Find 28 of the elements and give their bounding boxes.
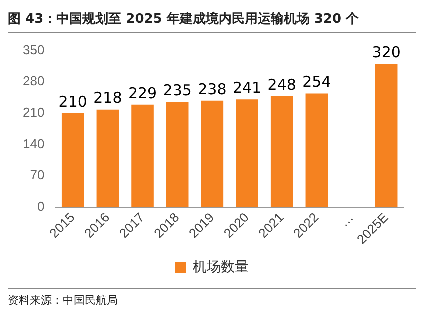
- bar: [236, 100, 258, 208]
- x-tick-label: …: [336, 210, 356, 230]
- data-label: 320: [372, 44, 401, 62]
- data-label: 229: [128, 84, 158, 102]
- data-label: 254: [302, 73, 332, 92]
- text: 资料来源：中国民航局: [8, 293, 118, 308]
- data-label: 238: [198, 80, 227, 98]
- legend-label: 机场数量: [193, 260, 249, 276]
- bar: [270, 96, 294, 208]
- bar: [132, 104, 154, 208]
- y-tick-label: 70: [30, 168, 45, 183]
- data-label: 235: [163, 82, 192, 100]
- bar: [201, 100, 224, 208]
- chart-title: 图 43：中国规划至 2025 年建成境内民用运输机场 320 个: [8, 10, 360, 28]
- data-label: 218: [94, 89, 122, 108]
- data-label: 210: [58, 92, 88, 111]
- y-tick-label: 0: [37, 198, 45, 214]
- bar: [166, 102, 189, 208]
- y-tick-label: 280: [22, 74, 45, 89]
- y-tick-label: 140: [22, 136, 45, 152]
- y-tick-label: 210: [22, 105, 45, 120]
- data-label: 248: [268, 76, 296, 94]
- bar: [306, 94, 328, 208]
- bar: [62, 113, 84, 208]
- data-label: 241: [232, 78, 262, 97]
- bar: [375, 64, 398, 208]
- bar: [96, 110, 120, 208]
- y-tick-label: 350: [22, 42, 45, 58]
